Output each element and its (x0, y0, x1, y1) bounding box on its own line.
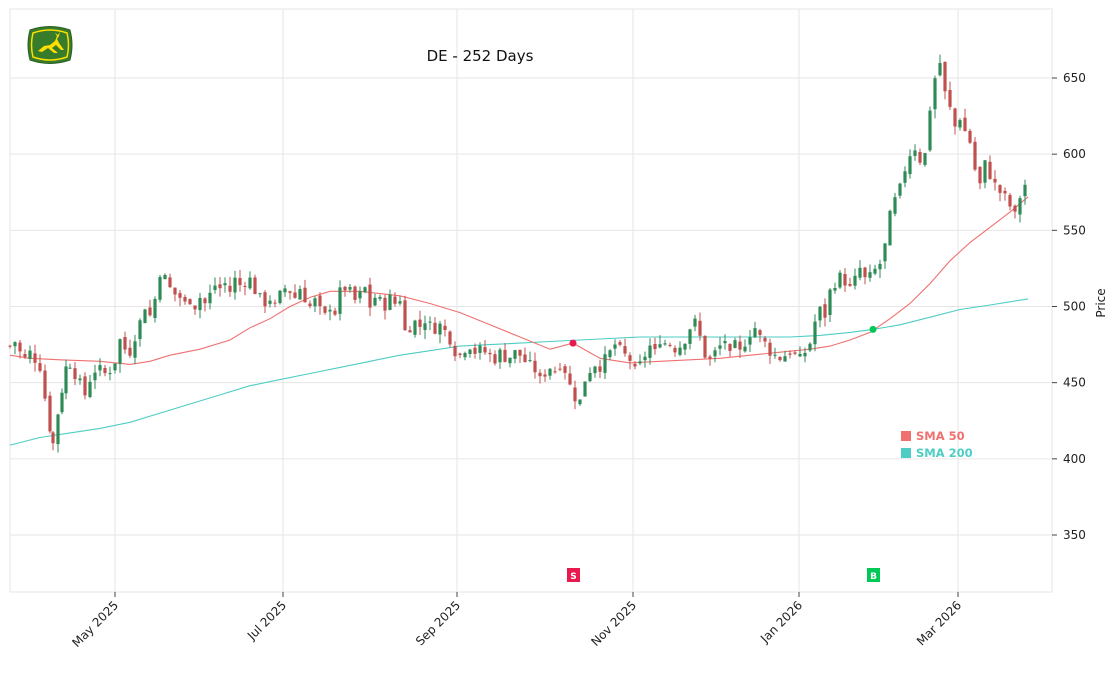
sma-50-line (9, 196, 1029, 365)
legend-swatch (901, 431, 911, 441)
y-tick-label: 500 (1063, 300, 1086, 314)
x-tick-label: Jul 2025 (244, 598, 289, 643)
y-axis-label: Price (1094, 288, 1108, 317)
buy-signal-badge (867, 568, 880, 582)
legend: SMA 50 SMA 200 (901, 429, 973, 460)
y-tick-label: 600 (1063, 147, 1086, 161)
candles (8, 54, 1027, 453)
y-tick-label: 650 (1063, 71, 1086, 85)
x-tick-label: Jan 2026 (757, 598, 805, 646)
y-tick-label: 350 (1063, 528, 1086, 542)
chart-title: DE - 252 Days (427, 47, 534, 65)
sell-signal-label: S (570, 572, 576, 582)
x-tick-label: Mar 2026 (914, 598, 964, 648)
y-tick-label: 550 (1063, 223, 1086, 237)
sma-200-line (9, 298, 1029, 446)
y-tick-label: 400 (1063, 452, 1086, 466)
buy-signal-dot (869, 325, 877, 333)
sell-signal-badge (567, 568, 580, 582)
x-tick-label: May 2025 (69, 598, 121, 650)
buy-signal-label: B (870, 572, 877, 582)
legend-swatch (901, 448, 911, 458)
x-tick-label: Nov 2025 (588, 598, 639, 649)
plot-area (9, 8, 1053, 593)
legend-label: SMA 50 (916, 429, 965, 443)
grid-lines (10, 9, 1052, 592)
y-axis: 350 400 450 500 550 600 650 (1052, 71, 1086, 542)
y-tick-label: 450 (1063, 376, 1086, 390)
john-deere-logo-icon (26, 24, 74, 66)
x-tick-label: Sep 2025 (413, 598, 463, 648)
legend-label: SMA 200 (916, 446, 973, 460)
sell-signal-dot (569, 339, 577, 347)
x-axis: May 2025 Jul 2025 Sep 2025 Nov 2025 Jan 2026… (69, 592, 964, 650)
